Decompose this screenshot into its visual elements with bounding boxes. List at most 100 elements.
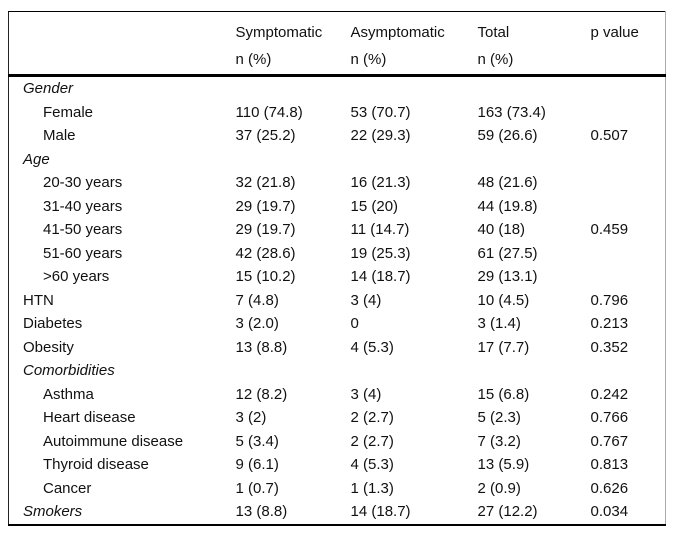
row-label: Obesity	[23, 338, 74, 356]
pvalue-cell	[591, 265, 666, 289]
table-row-over-60-years: >60 years 15 (10.2) 14 (18.7) 29 (13.1)	[9, 265, 666, 289]
table-row-51-60-years: 51-60 years 42 (28.6) 19 (25.3) 61 (27.5…	[9, 242, 666, 266]
header-cell-empty	[8, 11, 236, 77]
asymptomatic-cell: 3 (4)	[350, 385, 382, 403]
table-row-cancer: Cancer 1 (0.7) 1 (1.3) 2 (0.9) 0.626	[9, 477, 666, 501]
asymptomatic-cell	[351, 76, 478, 101]
symptomatic-cell: 13 (8.8)	[235, 503, 288, 520]
total-cell: 17 (7.7)	[477, 338, 530, 356]
symptomatic-cell: 32 (21.8)	[235, 174, 296, 191]
total-cell: 15 (6.8)	[477, 385, 530, 403]
asymptomatic-cell: 14 (18.7)	[350, 268, 411, 285]
pvalue-cell: 0.626	[590, 479, 629, 497]
symptomatic-cell	[236, 76, 351, 101]
asymptomatic-cell: 15 (20)	[350, 197, 399, 215]
symptomatic-cell: 42 (28.6)	[235, 244, 296, 262]
symptomatic-cell: 3 (2)	[235, 409, 267, 426]
pvalue-cell	[591, 101, 666, 125]
table-row-htn: HTN 7 (4.8) 3 (4) 10 (4.5) 0.796	[9, 289, 666, 313]
table-row-20-30-years: 20-30 years 32 (21.8) 16 (21.3) 48 (21.6…	[9, 171, 666, 195]
total-cell: 5 (2.3)	[477, 409, 521, 426]
header-label: Total	[477, 24, 510, 41]
total-cell: 40 (18)	[477, 221, 526, 238]
row-label: Female	[43, 103, 94, 121]
total-cell: 3 (1.4)	[477, 315, 521, 332]
header-cell-symptomatic: Symptomatic n (%)	[235, 11, 351, 77]
total-cell: 61 (27.5)	[477, 244, 538, 262]
pvalue-cell: 0.796	[590, 291, 629, 309]
total-cell: 59 (26.6)	[477, 127, 538, 144]
pvalue-cell: 0.767	[590, 432, 629, 450]
header-sublabel: n (%)	[235, 51, 272, 68]
table-row-female: Female 110 (74.8) 53 (70.7) 163 (73.4)	[9, 101, 666, 125]
header-label: Symptomatic	[235, 24, 323, 41]
symptomatic-cell: 110 (74.8)	[235, 103, 303, 121]
table-row-smokers: Smokers 13 (8.8) 14 (18.7) 27 (12.2) 0.0…	[9, 500, 666, 525]
asymptomatic-cell: 16 (21.3)	[350, 174, 411, 191]
row-label: Male	[43, 127, 76, 144]
header-label: p value	[590, 24, 639, 41]
total-cell	[478, 359, 591, 383]
total-cell: 13 (5.9)	[477, 456, 530, 473]
total-cell: 44 (19.8)	[477, 197, 538, 215]
pvalue-cell: 0.213	[590, 315, 629, 332]
asymptomatic-cell: 4 (5.3)	[350, 338, 394, 356]
row-label: Heart disease	[43, 409, 136, 426]
row-label: Smokers	[23, 503, 83, 520]
header-label	[9, 19, 236, 46]
header-sublabel: n (%)	[477, 51, 514, 68]
row-label: Cancer	[43, 479, 92, 497]
row-label: Autoimmune disease	[43, 432, 184, 450]
row-label: 41-50 years	[43, 221, 123, 238]
header-cell-asymptomatic: Asymptomatic n (%)	[350, 11, 478, 77]
pvalue-cell: 0.813	[590, 456, 629, 473]
pvalue-cell: 0.459	[590, 221, 629, 238]
row-label: >60 years	[43, 268, 110, 285]
symptomatic-cell: 37 (25.2)	[235, 127, 296, 144]
asymptomatic-cell: 1 (1.3)	[350, 479, 394, 497]
header-row: Symptomatic n (%) Asymptomatic n (%) Tot…	[8, 11, 666, 77]
pvalue-cell: 0.242	[590, 385, 629, 403]
total-cell: 48 (21.6)	[477, 174, 538, 191]
symptomatic-cell: 29 (19.7)	[235, 221, 296, 238]
asymptomatic-cell: 14 (18.7)	[350, 503, 411, 520]
header-label: Asymptomatic	[350, 24, 445, 41]
symptomatic-cell: 5 (3.4)	[235, 432, 279, 450]
row-label: Age	[23, 150, 50, 168]
row-label: Diabetes	[23, 315, 83, 332]
pvalue-cell: 0.352	[590, 338, 629, 356]
pvalue-cell	[591, 171, 666, 195]
symptomatic-cell: 7 (4.8)	[235, 291, 279, 309]
table-row-thyroid-disease: Thyroid disease 9 (6.1) 4 (5.3) 13 (5.9)…	[9, 453, 666, 477]
asymptomatic-cell: 2 (2.7)	[350, 409, 394, 426]
header-sublabel	[9, 46, 236, 73]
row-label: 20-30 years	[43, 174, 123, 191]
asymptomatic-cell: 22 (29.3)	[350, 127, 411, 144]
total-cell: 163 (73.4)	[477, 103, 546, 121]
symptomatic-cell	[236, 148, 351, 172]
table-header: Symptomatic n (%) Asymptomatic n (%) Tot…	[8, 11, 666, 77]
symptomatic-cell: 29 (19.7)	[235, 197, 296, 215]
pvalue-cell: 0.034	[590, 503, 629, 520]
table-row-31-40-years: 31-40 years 29 (19.7) 15 (20) 44 (19.8)	[9, 195, 666, 219]
asymptomatic-cell	[351, 359, 478, 383]
table-row-asthma: Asthma 12 (8.2) 3 (4) 15 (6.8) 0.242	[9, 383, 666, 407]
table-row-diabetes: Diabetes 3 (2.0) 0 3 (1.4) 0.213	[9, 312, 666, 336]
pvalue-cell	[591, 195, 666, 219]
row-label: Asthma	[43, 385, 94, 403]
asymptomatic-cell: 0	[350, 315, 359, 332]
table-row-autoimmune-disease: Autoimmune disease 5 (3.4) 2 (2.7) 7 (3.…	[9, 430, 666, 454]
symptomatic-cell: 1 (0.7)	[235, 479, 279, 497]
table-body: Gender Female 110 (74.8) 53 (70.7) 163 (…	[9, 76, 666, 525]
table-row-gender: Gender	[9, 76, 666, 101]
pvalue-cell: 0.507	[590, 127, 629, 144]
table-row-male: Male 37 (25.2) 22 (29.3) 59 (26.6) 0.507	[9, 124, 666, 148]
row-label: HTN	[23, 291, 54, 309]
asymptomatic-cell: 2 (2.7)	[350, 432, 394, 450]
pvalue-cell	[591, 242, 666, 266]
row-label: 51-60 years	[43, 244, 123, 262]
asymptomatic-cell: 53 (70.7)	[350, 103, 411, 121]
pvalue-cell: 0.766	[590, 409, 629, 426]
total-cell: 29 (13.1)	[477, 268, 538, 285]
